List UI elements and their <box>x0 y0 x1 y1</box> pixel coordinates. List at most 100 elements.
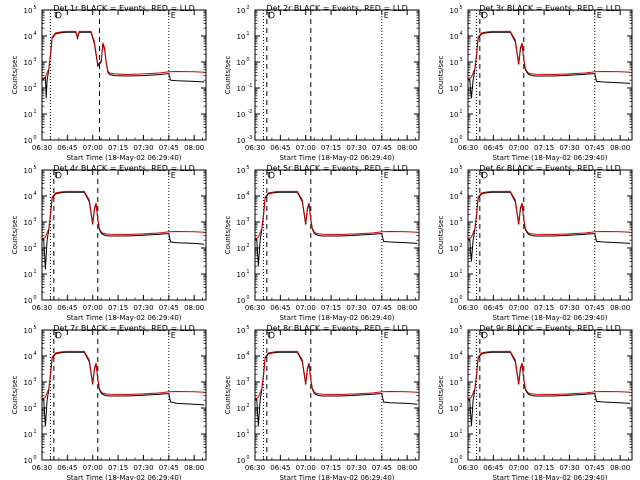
events-series-line <box>467 191 631 262</box>
y-tick-label: 10 <box>450 271 459 279</box>
chart-title: Det 9r BLACK = Events, RED = LLD <box>479 324 621 333</box>
y-tick-label: 10 <box>237 219 246 227</box>
y-tick-exponent: 4 <box>459 31 462 37</box>
y-tick-exponent: 4 <box>33 351 36 357</box>
x-tick-label: 07:15 <box>108 304 128 312</box>
marker-t-label: T <box>479 171 485 180</box>
marker-e-label: E <box>597 171 602 180</box>
x-axis-label: Start Time (18-May-02 06:29:40) <box>66 154 181 162</box>
marker-e-label: E <box>171 331 176 340</box>
y-axis-label: Counts/sec <box>437 56 445 95</box>
y-tick-label: 10 <box>24 85 33 93</box>
x-tick-label: 07:15 <box>321 304 341 312</box>
y-tick-label: 10 <box>237 137 246 145</box>
chart-title: Det 8r BLACK = Events, RED = LLD <box>266 324 408 333</box>
y-tick-label: 10 <box>237 85 246 93</box>
chart-title: Det 6r BLACK = Events, RED = LLD <box>479 164 621 173</box>
y-tick-label: 10 <box>450 111 459 119</box>
x-tick-label: 07:45 <box>372 304 392 312</box>
x-tick-label: 07:45 <box>372 144 392 152</box>
y-tick-label: 10 <box>237 193 246 201</box>
y-tick-exponent: 3 <box>459 217 462 223</box>
x-axis-label: Start Time (18-May-02 06:29:40) <box>279 154 394 162</box>
y-tick-exponent: 2 <box>33 83 36 89</box>
x-tick-label: 07:45 <box>159 304 179 312</box>
x-tick-label: 07:45 <box>585 304 605 312</box>
x-tick-label: 07:15 <box>534 304 554 312</box>
y-tick-exponent: 1 <box>33 269 36 275</box>
y-tick-exponent: 0 <box>33 295 36 301</box>
y-tick-label: 10 <box>24 379 33 387</box>
y-tick-exponent: -1 <box>248 83 253 89</box>
x-tick-label: 07:30 <box>559 144 579 152</box>
marker-t-label: T <box>53 11 59 20</box>
marker-t-label: T <box>479 331 485 340</box>
y-tick-exponent: 0 <box>246 57 249 63</box>
x-axis-label: Start Time (18-May-02 06:29:40) <box>279 474 394 480</box>
plot-frame <box>41 9 207 141</box>
x-tick-label: 07:15 <box>108 144 128 152</box>
y-tick-exponent: -2 <box>248 109 253 115</box>
x-tick-label: 08:00 <box>397 464 417 472</box>
x-tick-label: 07:30 <box>133 144 153 152</box>
plot-frame <box>467 9 633 141</box>
y-tick-label: 10 <box>24 327 33 335</box>
y-tick-exponent: 2 <box>459 83 462 89</box>
y-axis-label: Counts/sec <box>437 376 445 415</box>
x-tick-label: 06:30 <box>245 144 265 152</box>
x-tick-label: 07:00 <box>296 144 316 152</box>
y-tick-exponent: 5 <box>33 165 36 171</box>
x-tick-label: 08:00 <box>610 304 630 312</box>
y-tick-label: 10 <box>24 405 33 413</box>
marker-circle <box>267 171 275 179</box>
events-series-line <box>467 351 631 427</box>
x-axis-label: Start Time (18-May-02 06:29:40) <box>279 314 394 322</box>
chart-title: Det 4r BLACK = Events, RED = LLD <box>53 164 195 173</box>
events-series-line <box>41 31 205 99</box>
lld-series-line <box>41 350 205 400</box>
plot-frame <box>41 169 207 301</box>
marker-circle <box>54 11 62 19</box>
y-tick-exponent: 0 <box>459 295 462 301</box>
marker-e-label: E <box>384 331 389 340</box>
marker-circle <box>480 171 488 179</box>
y-tick-exponent: 0 <box>33 455 36 461</box>
x-tick-label: 07:15 <box>534 464 554 472</box>
y-tick-label: 10 <box>24 59 33 67</box>
marker-e-label: E <box>384 11 389 20</box>
x-tick-label: 06:45 <box>57 464 77 472</box>
x-tick-label: 06:30 <box>245 464 265 472</box>
x-tick-label: 07:00 <box>83 464 103 472</box>
x-tick-label: 07:45 <box>159 144 179 152</box>
y-tick-exponent: 1 <box>33 429 36 435</box>
y-axis-label: Counts/sec <box>11 376 19 415</box>
y-tick-label: 10 <box>450 7 459 15</box>
x-axis-label: Start Time (18-May-02 06:29:40) <box>66 474 181 480</box>
events-series-line <box>254 191 418 267</box>
x-tick-label: 08:00 <box>397 304 417 312</box>
x-tick-label: 08:00 <box>610 464 630 472</box>
y-tick-exponent: 3 <box>246 377 249 383</box>
y-tick-label: 10 <box>237 33 246 41</box>
marker-circle <box>54 331 62 339</box>
y-tick-label: 10 <box>24 219 33 227</box>
y-tick-label: 10 <box>450 245 459 253</box>
x-tick-label: 07:00 <box>296 304 316 312</box>
y-tick-exponent: 5 <box>459 165 462 171</box>
x-tick-label: 07:45 <box>159 464 179 472</box>
y-tick-label: 10 <box>450 167 459 175</box>
x-tick-label: 07:30 <box>133 304 153 312</box>
y-tick-label: 10 <box>24 111 33 119</box>
chart-title: Det 7r BLACK = Events, RED = LLD <box>53 324 195 333</box>
x-tick-label: 08:00 <box>184 304 204 312</box>
x-tick-label: 07:30 <box>346 464 366 472</box>
plot-frame <box>467 329 633 461</box>
x-tick-label: 07:00 <box>509 464 529 472</box>
x-tick-label: 08:00 <box>610 144 630 152</box>
y-tick-exponent: 5 <box>459 325 462 331</box>
y-tick-label: 10 <box>24 193 33 201</box>
chart-title: Det 3r BLACK = Events, RED = LLD <box>479 4 621 13</box>
